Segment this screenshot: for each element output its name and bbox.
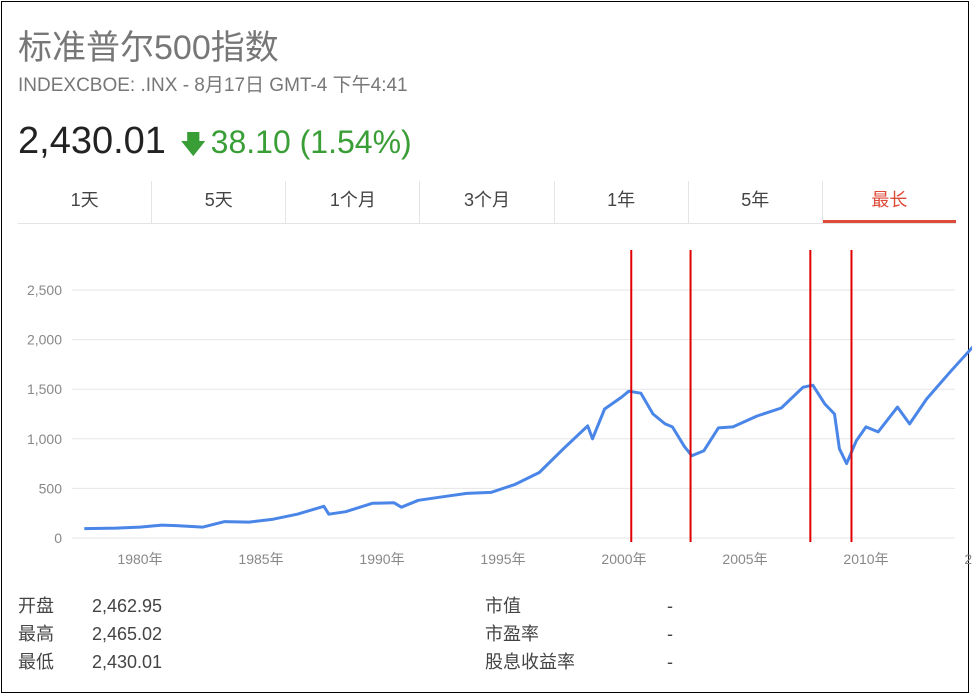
tab-1d[interactable]: 1天 bbox=[18, 181, 153, 223]
stat-value: - bbox=[667, 652, 673, 672]
index-title: 标准普尔500指数 bbox=[18, 29, 279, 67]
stat-row-dividend: 股息收益率 - bbox=[485, 648, 673, 676]
stat-value: 2,465.02 bbox=[92, 624, 163, 644]
y-tick-label: 0 bbox=[54, 530, 62, 546]
x-tick-label: 2005年 bbox=[722, 551, 767, 567]
arrow-down-icon: 🡇 bbox=[179, 129, 207, 159]
y-tick-label: 500 bbox=[39, 480, 63, 496]
x-tick-label: 2000年 bbox=[601, 551, 646, 567]
stat-row-market-cap: 市值 - bbox=[485, 592, 673, 620]
stat-label: 市盈率 bbox=[485, 624, 539, 644]
current-price: 2,430.01 bbox=[18, 120, 166, 162]
stat-label: 股息收益率 bbox=[485, 652, 575, 672]
stat-label: 开盘 bbox=[18, 596, 54, 616]
x-tick-label: 1990年 bbox=[359, 551, 404, 567]
tab-5d[interactable]: 5天 bbox=[152, 181, 287, 223]
y-tick-label: 1,500 bbox=[27, 381, 62, 397]
y-tick-label: 2,000 bbox=[27, 332, 62, 348]
index-subtitle: INDEXCBOE: .INX - 8月17日 GMT-4 下午4:41 bbox=[18, 75, 408, 96]
y-tick-label: 1,000 bbox=[27, 431, 62, 447]
stats-right: 市值 - 市盈率 - 股息收益率 - bbox=[485, 592, 673, 676]
x-tick-label: 2015年 bbox=[964, 551, 972, 567]
y-tick-label: 2,500 bbox=[27, 282, 62, 298]
stats-left: 开盘 2,462.95 最高 2,465.02 最低 2,430.01 bbox=[18, 592, 292, 676]
stat-label: 市值 bbox=[485, 596, 521, 616]
stat-value: - bbox=[667, 596, 673, 616]
tab-1y[interactable]: 1年 bbox=[555, 181, 689, 223]
tab-3m[interactable]: 3个月 bbox=[420, 181, 555, 223]
tab-1m[interactable]: 1个月 bbox=[286, 181, 421, 223]
x-tick-label: 1980年 bbox=[117, 551, 162, 567]
stat-row-open: 开盘 2,462.95 bbox=[18, 592, 292, 620]
x-tick-label: 2010年 bbox=[843, 551, 888, 567]
x-tick-label: 1985年 bbox=[238, 551, 283, 567]
series-line bbox=[84, 345, 972, 531]
range-tabs: 1天 5天 1个月 3个月 1年 5年 最长 bbox=[18, 181, 956, 224]
x-tick-label: 1995年 bbox=[480, 551, 525, 567]
price-change: 🡇 38.10 (1.54%) bbox=[180, 124, 412, 170]
price-row: 2,430.01 🡇 38.10 (1.54%) bbox=[18, 120, 412, 170]
price-change-value: 38.10 (1.54%) bbox=[210, 124, 412, 160]
stat-value: - bbox=[667, 624, 673, 644]
stat-value: 2,430.01 bbox=[92, 652, 163, 672]
stat-label: 最低 bbox=[18, 652, 54, 672]
stat-row-high: 最高 2,465.02 bbox=[18, 620, 292, 648]
stat-value: 2,462.95 bbox=[92, 596, 163, 616]
price-chart[interactable]: 0 500 1,000 1,500 2,000 2,500 1980年 1985年 1990年 1… bbox=[0, 228, 972, 578]
tab-5y[interactable]: 5年 bbox=[689, 181, 823, 223]
stat-row-pe: 市盈率 - bbox=[485, 620, 673, 648]
tab-max[interactable]: 最长 bbox=[822, 181, 956, 223]
stat-row-low: 最低 2,430.01 bbox=[18, 648, 292, 676]
stat-label: 最高 bbox=[18, 624, 54, 644]
